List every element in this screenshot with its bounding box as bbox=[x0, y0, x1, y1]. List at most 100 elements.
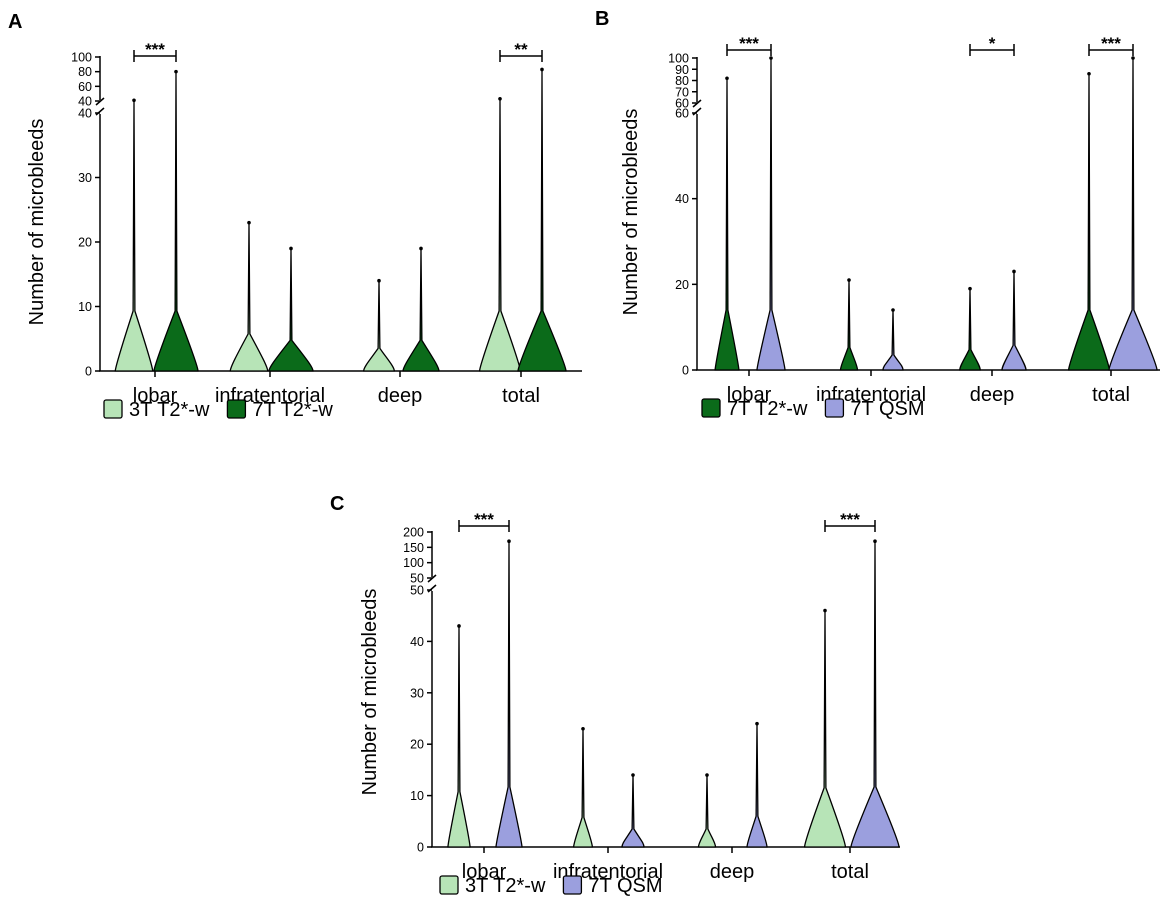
panel-letter: B bbox=[595, 8, 609, 30]
violin-7t-t2-w-infratentorial bbox=[839, 280, 859, 371]
legend-label: 7T T2*-w bbox=[252, 399, 333, 421]
violin-7t-qsm-total bbox=[850, 541, 900, 848]
y-tick-label: 20 bbox=[78, 236, 92, 250]
y-tick-label: 70 bbox=[675, 85, 689, 99]
legend-item-3t-t2-w: 3T T2*-w bbox=[103, 399, 210, 421]
legend-item-7t-t2-w: 7T T2*-w bbox=[701, 398, 808, 420]
violin-7t-t2-w-lobar bbox=[153, 71, 199, 372]
max-point bbox=[1087, 71, 1091, 76]
max-point bbox=[132, 98, 136, 103]
significance-bracket-lobar: *** bbox=[133, 40, 177, 62]
x-tick-label-lobar: lobar bbox=[133, 385, 178, 407]
max-point bbox=[968, 286, 972, 291]
y-tick-label: 0 bbox=[85, 365, 92, 379]
significance-label: *** bbox=[1101, 34, 1121, 53]
x-tick-label-lobar: lobar bbox=[462, 861, 507, 883]
y-tick-label: 20 bbox=[410, 738, 424, 752]
max-point bbox=[755, 721, 759, 726]
y-tick-label: 10 bbox=[78, 300, 92, 314]
y-tick-label: 150 bbox=[403, 541, 424, 555]
legend-swatch bbox=[562, 875, 583, 895]
violin-7t-qsm-infratentorial bbox=[621, 775, 645, 848]
legend-swatch bbox=[226, 399, 247, 419]
max-point bbox=[419, 246, 423, 251]
max-point bbox=[457, 624, 461, 628]
y-tick-label: 30 bbox=[78, 171, 92, 185]
max-point bbox=[631, 773, 635, 777]
x-tick-label-deep: deep bbox=[970, 384, 1015, 406]
max-point bbox=[581, 726, 585, 731]
y-tick-label: 10 bbox=[410, 789, 424, 803]
y-tick-label: 40 bbox=[675, 192, 689, 206]
y-tick-label: 40 bbox=[78, 95, 92, 109]
significance-bracket-lobar: *** bbox=[726, 34, 772, 56]
violin-7t-qsm-total bbox=[1108, 57, 1158, 371]
max-point bbox=[823, 608, 827, 613]
max-point bbox=[847, 278, 851, 282]
legend-item-7t-t2-w: 7T T2*-w bbox=[226, 399, 333, 421]
y-tick-label: 100 bbox=[71, 51, 92, 65]
legend-swatch bbox=[824, 398, 845, 418]
significance-bracket-deep: * bbox=[969, 34, 1015, 56]
x-tick-label-deep: deep bbox=[378, 385, 423, 407]
max-point bbox=[540, 67, 544, 72]
violin-3t-t2-w-total bbox=[478, 98, 522, 372]
significance-label: *** bbox=[840, 510, 860, 529]
legend-label: 3T T2*-w bbox=[465, 875, 546, 897]
y-tick-label: 80 bbox=[78, 65, 92, 79]
violin-7t-t2-w-lobar bbox=[714, 78, 740, 371]
x-tick-label-lobar: lobar bbox=[727, 384, 772, 406]
y-tick-label: 40 bbox=[78, 107, 92, 121]
significance-bracket-total: *** bbox=[824, 510, 876, 532]
max-point bbox=[1131, 56, 1135, 60]
x-tick-label-total: total bbox=[1092, 384, 1130, 406]
y-tick-label: 0 bbox=[417, 841, 424, 855]
legend-swatch bbox=[439, 875, 459, 895]
y-tick-label: 80 bbox=[675, 74, 689, 88]
significance-bracket-total: ** bbox=[499, 40, 543, 62]
violin-7t-t2-w-deep bbox=[402, 248, 440, 372]
y-tick-label: 50 bbox=[410, 572, 424, 586]
violin-7t-t2-w-infratentorial bbox=[268, 248, 314, 372]
y-tick-label: 50 bbox=[410, 584, 424, 598]
x-tick-label-deep: deep bbox=[710, 861, 755, 883]
panel-letter: C bbox=[330, 493, 344, 515]
violin-3t-t2-w-lobar bbox=[447, 625, 471, 848]
violin-3t-t2-w-deep bbox=[363, 280, 395, 372]
max-point bbox=[174, 69, 178, 74]
legend-label: 7T T2*-w bbox=[727, 398, 808, 420]
legend-item-7t-qsm: 7T QSM bbox=[562, 875, 663, 897]
legend-label: 7T QSM bbox=[588, 875, 662, 897]
violin-7t-qsm-lobar bbox=[495, 541, 523, 848]
max-point bbox=[725, 76, 729, 81]
violin-3t-t2-w-infratentorial bbox=[229, 222, 269, 372]
significance-label: *** bbox=[739, 34, 759, 53]
y-tick-label: 40 bbox=[410, 635, 424, 649]
violin-7t-qsm-deep bbox=[1001, 271, 1027, 371]
y-tick-label: 20 bbox=[675, 278, 689, 292]
y-tick-label: 60 bbox=[675, 97, 689, 111]
max-point bbox=[247, 220, 251, 225]
y-tick-label: 60 bbox=[675, 107, 689, 121]
violin-7t-t2-w-deep bbox=[959, 288, 981, 371]
x-tick-label-total: total bbox=[502, 385, 540, 407]
violin-7t-t2-w-total bbox=[1067, 73, 1111, 371]
legend-item-3t-t2-w: 3T T2*-w bbox=[439, 875, 546, 897]
max-point bbox=[498, 97, 502, 101]
y-axis-label: Number of microbleeds bbox=[26, 119, 48, 326]
panel-letter: A bbox=[8, 11, 22, 33]
violin-3t-t2-w-lobar bbox=[114, 100, 154, 372]
y-tick-label: 90 bbox=[675, 63, 689, 77]
violin-3t-t2-w-deep bbox=[697, 775, 717, 848]
violin-7t-qsm-lobar bbox=[756, 57, 786, 371]
violin-3t-t2-w-infratentorial bbox=[572, 728, 594, 848]
significance-label: ** bbox=[514, 40, 528, 59]
y-tick-label: 200 bbox=[403, 526, 424, 540]
violin-7t-t2-w-total bbox=[517, 69, 567, 372]
y-tick-label: 0 bbox=[682, 364, 689, 378]
x-tick-label-total: total bbox=[831, 861, 869, 883]
